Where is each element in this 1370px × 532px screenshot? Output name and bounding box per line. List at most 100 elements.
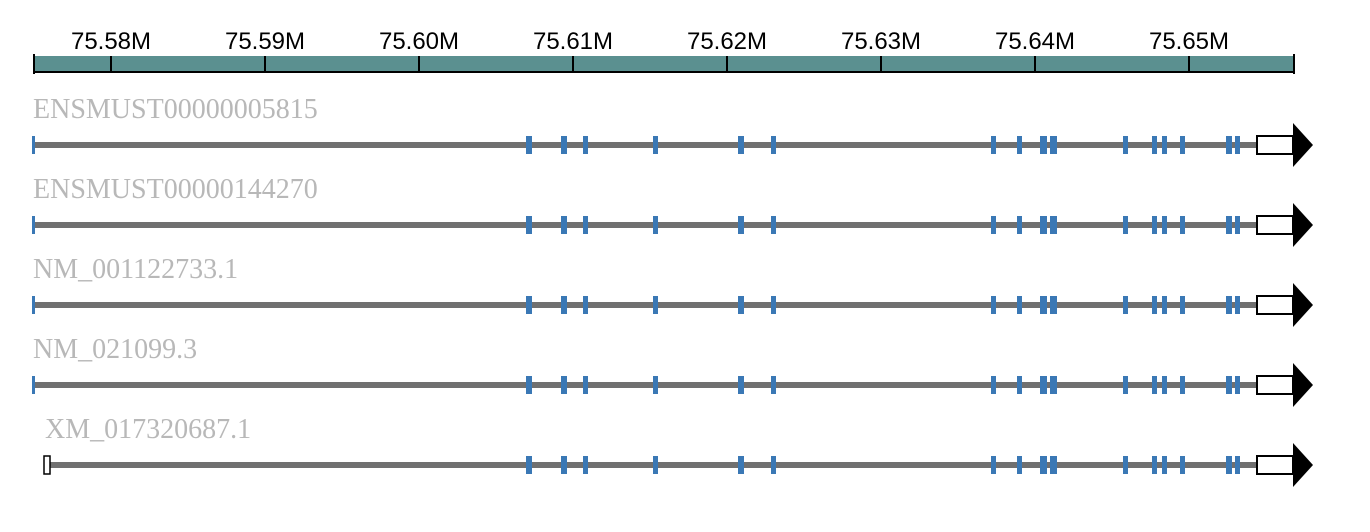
ruler-bar — [34, 56, 1294, 72]
exon-block — [653, 456, 658, 474]
exon-block — [1180, 216, 1185, 234]
exon-block — [1235, 296, 1240, 314]
ruler-tick-label: 75.61M — [533, 28, 613, 55]
transcript-label: XM_017320687.1 — [45, 414, 251, 445]
transcript-label: ENSMUST00000005815 — [33, 94, 318, 125]
exon-block — [1162, 136, 1167, 154]
exon-block — [771, 376, 776, 394]
strand-arrow-icon — [1293, 443, 1313, 487]
exon-block — [1226, 456, 1232, 474]
utr-block — [1256, 375, 1294, 395]
exon-block — [583, 216, 588, 234]
ruler-tick-label: 75.63M — [841, 28, 921, 55]
transcript-track: NM_021099.3 — [32, 334, 1313, 407]
ruler-tick-label: 75.64M — [995, 28, 1075, 55]
exon-block — [561, 216, 567, 234]
exon-block — [1180, 376, 1185, 394]
exon-block — [1123, 296, 1128, 314]
exon-block — [771, 296, 776, 314]
exon-block — [1235, 216, 1240, 234]
ruler-ticks: 75.58M 75.59M 75.60M 75.61M 75.62M 75.63M 75.6… — [71, 28, 1229, 73]
exon-block — [561, 456, 567, 474]
transcript-track: ENSMUST00000144270 — [32, 174, 1313, 247]
exon-block — [583, 136, 588, 154]
exon-block — [771, 216, 776, 234]
exon-block — [32, 376, 35, 394]
exon-block — [1040, 376, 1047, 394]
exon-block — [1040, 136, 1047, 154]
ruler-tick-label: 75.59M — [225, 28, 305, 55]
ruler-tick-label: 75.58M — [71, 28, 151, 55]
utr-block — [1256, 455, 1294, 475]
exon-block — [32, 296, 35, 314]
exon-block — [1152, 456, 1157, 474]
exon-block — [1017, 216, 1022, 234]
utr-block — [1256, 215, 1294, 235]
exon-block — [1235, 456, 1240, 474]
exon-block — [738, 296, 744, 314]
transcript-label: NM_021099.3 — [33, 334, 197, 365]
transcript-label: NM_001122733.1 — [33, 254, 238, 285]
ruler-tick-label: 75.65M — [1149, 28, 1229, 55]
exon-block — [1180, 296, 1185, 314]
ruler-tick-label: 75.62M — [687, 28, 767, 55]
exon-block — [991, 136, 996, 154]
exon-block — [991, 216, 996, 234]
utr-block — [43, 455, 51, 475]
strand-arrow-icon — [1293, 203, 1313, 247]
exon-block — [583, 296, 588, 314]
exon-block — [771, 136, 776, 154]
exon-block — [738, 216, 744, 234]
exon-block — [1123, 216, 1128, 234]
exon-block — [583, 456, 588, 474]
exon-block — [1123, 456, 1128, 474]
exon-block — [1162, 216, 1167, 234]
transcript-track: NM_001122733.1 — [32, 254, 1313, 327]
exon-block — [1123, 136, 1128, 154]
exon-block — [1152, 216, 1157, 234]
coordinate-ruler: 75.58M 75.59M 75.60M 75.61M 75.62M 75.63M 75.6… — [33, 28, 1295, 74]
exon-block — [1235, 136, 1240, 154]
exon-block — [526, 296, 532, 314]
exon-block — [738, 136, 744, 154]
exon-block — [1040, 296, 1047, 314]
strand-arrow-icon — [1293, 283, 1313, 327]
exon-block — [526, 456, 532, 474]
exon-block — [1226, 136, 1232, 154]
exon-block — [1040, 216, 1047, 234]
exon-block — [1050, 136, 1057, 154]
exon-block — [1017, 456, 1022, 474]
exon-block — [561, 296, 567, 314]
exon-block — [1162, 376, 1167, 394]
exon-block — [526, 216, 532, 234]
exon-block — [991, 376, 996, 394]
exon-block — [1123, 376, 1128, 394]
strand-arrow-icon — [1293, 363, 1313, 407]
exon-block — [1152, 376, 1157, 394]
exon-block — [1017, 296, 1022, 314]
exon-block — [1180, 136, 1185, 154]
exon-block — [1017, 136, 1022, 154]
transcript-label: ENSMUST00000144270 — [33, 174, 318, 205]
exon-block — [653, 136, 658, 154]
exon-block — [1017, 376, 1022, 394]
exon-block — [1050, 216, 1057, 234]
exon-block — [32, 136, 35, 154]
transcript-tracks: ENSMUST00000005815 ENSMUST00000144270 NM_0… — [32, 94, 1313, 487]
transcript-track: XM_017320687.1 — [43, 414, 1313, 487]
utr-block — [1256, 295, 1294, 315]
exon-block — [1226, 376, 1232, 394]
exon-block — [1162, 456, 1167, 474]
utr-block — [1256, 135, 1294, 155]
transcript-track: ENSMUST00000005815 — [32, 94, 1313, 167]
exon-block — [1235, 376, 1240, 394]
exon-block — [1050, 456, 1057, 474]
exon-block — [561, 136, 567, 154]
exon-block — [1152, 136, 1157, 154]
exon-block — [1050, 296, 1057, 314]
exon-block — [583, 376, 588, 394]
ruler-tick-label: 75.60M — [379, 28, 459, 55]
exon-block — [561, 376, 567, 394]
exon-block — [32, 216, 35, 234]
